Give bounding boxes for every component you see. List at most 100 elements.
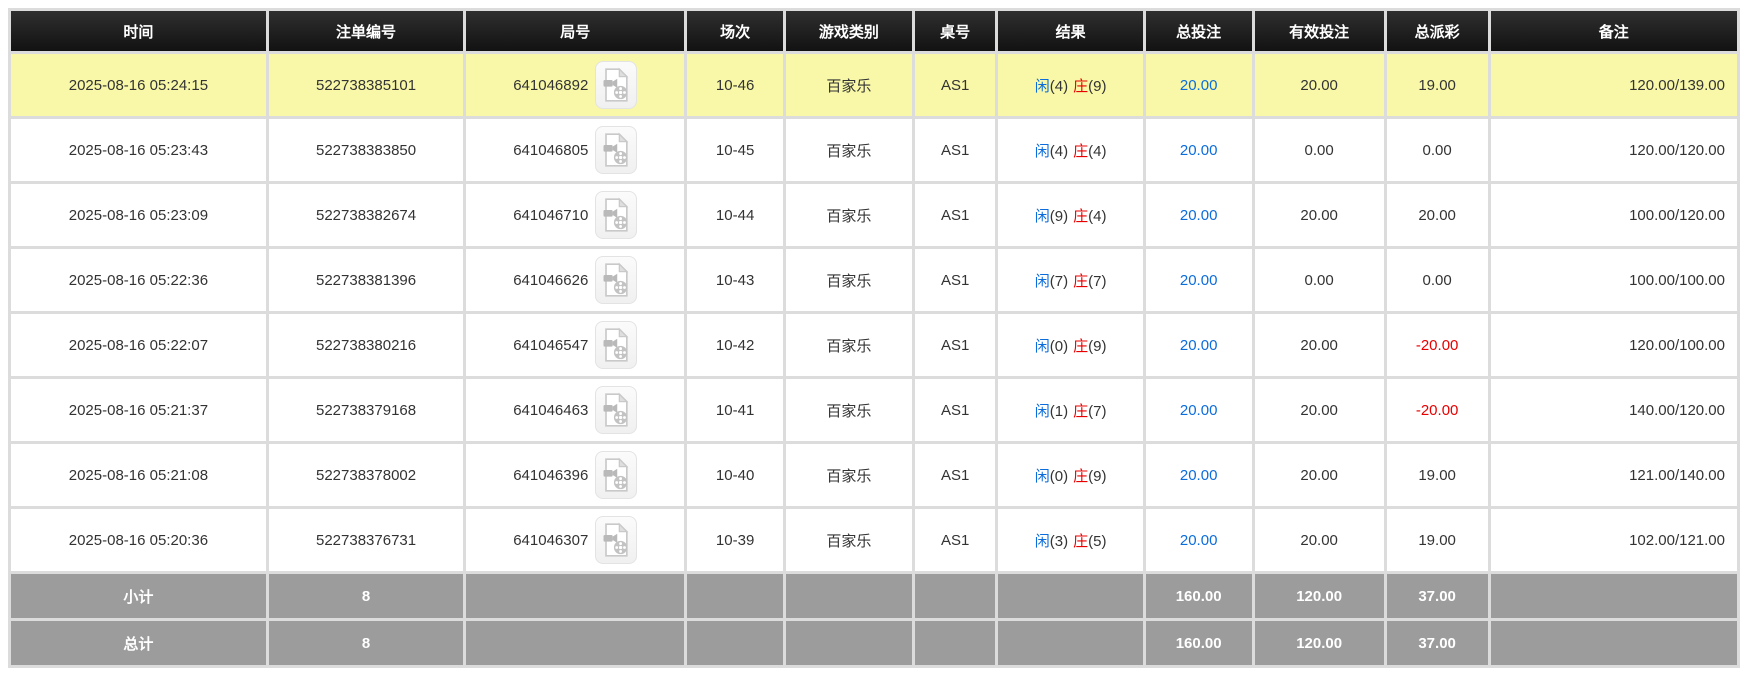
payout-cell: 19.00 — [1386, 54, 1488, 116]
bet-row[interactable]: 2025-08-16 05:24:15 522738385101 641046892… — [11, 54, 1737, 116]
player-result-label: 闲 — [1034, 402, 1050, 420]
total-bet-cell: 20.00 — [1145, 184, 1252, 246]
time-cell: 2025-08-16 05:23:09 — [11, 184, 266, 246]
summary-total-bet-cell: 160.00 — [1145, 621, 1252, 665]
bet-row[interactable]: 2025-08-16 05:23:43 522738383850 641046805… — [11, 119, 1737, 181]
game-type-cell: 百家乐 — [785, 184, 912, 246]
session-cell: 10-39 — [687, 509, 783, 571]
video-replay-button[interactable] — [595, 191, 638, 239]
valid-bet-cell: 20.00 — [1254, 184, 1384, 246]
bet-row[interactable]: 2025-08-16 05:22:07 522738380216 641046547… — [11, 314, 1737, 376]
player-result-score: (4) — [1049, 142, 1069, 160]
banker-result-score: (5) — [1088, 532, 1107, 550]
player-result-score: (4) — [1049, 77, 1069, 95]
video-replay-button[interactable] — [595, 386, 638, 434]
session-cell: 10-43 — [687, 249, 783, 311]
table-number-cell: AS1 — [914, 379, 996, 441]
time-cell: 2025-08-16 05:22:36 — [11, 249, 266, 311]
payout-cell: -20.00 — [1386, 314, 1488, 376]
summary-count-cell: 8 — [268, 574, 464, 618]
game-type-cell: 百家乐 — [785, 509, 912, 571]
round-cell: 641046307 — [466, 509, 685, 571]
video-replay-button[interactable] — [595, 126, 638, 174]
bet-id-cell: 522738383850 — [268, 119, 464, 181]
payout-cell: 20.00 — [1386, 184, 1488, 246]
table-header: 时间 注单编号 局号 场次 游戏类别 桌号 结果 总投注 有效投注 总派彩 备注 — [11, 11, 1737, 51]
bet-row[interactable]: 2025-08-16 05:21:08 522738378002 641046396… — [11, 444, 1737, 506]
remark-cell: 100.00/120.00 — [1490, 184, 1737, 246]
game-type-cell: 百家乐 — [785, 314, 912, 376]
bet-row[interactable]: 2025-08-16 05:20:36 522738376731 641046307… — [11, 509, 1737, 571]
summary-table-cell — [914, 574, 996, 618]
bet-id-cell: 522738382674 — [268, 184, 464, 246]
total-bet-cell: 20.00 — [1145, 444, 1252, 506]
remark-cell: 102.00/121.00 — [1490, 509, 1737, 571]
summary-round-cell — [466, 574, 685, 618]
video-replay-button[interactable] — [595, 256, 638, 304]
summary-valid-bet-cell: 120.00 — [1254, 621, 1384, 665]
session-cell: 10-46 — [687, 54, 783, 116]
video-replay-button[interactable] — [595, 321, 638, 369]
bet-row[interactable]: 2025-08-16 05:22:36 522738381396 641046626… — [11, 249, 1737, 311]
session-cell: 10-44 — [687, 184, 783, 246]
table-number-cell: AS1 — [914, 119, 996, 181]
column-header-result: 结果 — [998, 11, 1143, 51]
round-wrap: 641046307 — [513, 516, 638, 564]
total-bet-cell: 20.00 — [1145, 379, 1252, 441]
round-number: 641046463 — [513, 401, 589, 419]
total-bet-cell: 20.00 — [1145, 509, 1252, 571]
video-replay-button[interactable] — [595, 61, 638, 109]
player-result-score: (1) — [1049, 402, 1069, 420]
time-cell: 2025-08-16 05:23:43 — [11, 119, 266, 181]
summary-label-cell: 总计 — [11, 621, 266, 665]
summary-label-cell: 小计 — [11, 574, 266, 618]
video-replay-button[interactable] — [595, 516, 638, 564]
summary-game-cell — [785, 574, 912, 618]
video-replay-button[interactable] — [595, 451, 638, 499]
summary-result-cell — [998, 574, 1143, 618]
player-result-label: 闲 — [1034, 337, 1050, 355]
table-number-cell: AS1 — [914, 509, 996, 571]
valid-bet-cell: 20.00 — [1254, 379, 1384, 441]
summary-remark-cell — [1490, 574, 1737, 618]
total-bet-cell: 20.00 — [1145, 314, 1252, 376]
column-header-round: 局号 — [466, 11, 685, 51]
summary-session-cell — [687, 621, 783, 665]
banker-result-score: (7) — [1088, 272, 1107, 290]
table-number-cell: AS1 — [914, 184, 996, 246]
valid-bet-cell: 20.00 — [1254, 314, 1384, 376]
banker-result-label: 庄 — [1073, 272, 1089, 290]
time-cell: 2025-08-16 05:24:15 — [11, 54, 266, 116]
round-wrap: 641046805 — [513, 126, 638, 174]
bet-row[interactable]: 2025-08-16 05:21:37 522738379168 641046463… — [11, 379, 1737, 441]
column-header-time: 时间 — [11, 11, 266, 51]
total-bet-cell: 20.00 — [1145, 54, 1252, 116]
result-cell: 闲(7) 庄(7) — [998, 249, 1143, 311]
payout-cell: 19.00 — [1386, 444, 1488, 506]
column-header-game: 游戏类别 — [785, 11, 912, 51]
session-cell: 10-41 — [687, 379, 783, 441]
round-wrap: 641046626 — [513, 256, 638, 304]
bet-records-table: 时间 注单编号 局号 场次 游戏类别 桌号 结果 总投注 有效投注 总派彩 备注 2025-08-1… — [8, 8, 1740, 668]
bet-id-cell: 522738376731 — [268, 509, 464, 571]
table-number-cell: AS1 — [914, 249, 996, 311]
result-cell: 闲(0) 庄(9) — [998, 444, 1143, 506]
column-header-total_bet: 总投注 — [1145, 11, 1252, 51]
remark-cell: 121.00/140.00 — [1490, 444, 1737, 506]
subtotal-row: 小计 8 160.00 120.00 37.00 — [11, 574, 1737, 618]
table-header-row: 时间 注单编号 局号 场次 游戏类别 桌号 结果 总投注 有效投注 总派彩 备注 — [11, 11, 1737, 51]
time-cell: 2025-08-16 05:22:07 — [11, 314, 266, 376]
bet-row[interactable]: 2025-08-16 05:23:09 522738382674 641046710… — [11, 184, 1737, 246]
payout-cell: 0.00 — [1386, 119, 1488, 181]
banker-result-score: (7) — [1088, 402, 1107, 420]
banker-result-label: 庄 — [1073, 207, 1089, 225]
result-cell: 闲(3) 庄(5) — [998, 509, 1143, 571]
result-cell: 闲(4) 庄(9) — [998, 54, 1143, 116]
player-result-label: 闲 — [1034, 532, 1050, 550]
round-wrap: 641046892 — [513, 61, 638, 109]
player-result-label: 闲 — [1034, 207, 1050, 225]
result-cell: 闲(1) 庄(7) — [998, 379, 1143, 441]
column-header-remark: 备注 — [1490, 11, 1737, 51]
video-file-icon — [603, 522, 629, 557]
grand-total-row: 总计 8 160.00 120.00 37.00 — [11, 621, 1737, 665]
